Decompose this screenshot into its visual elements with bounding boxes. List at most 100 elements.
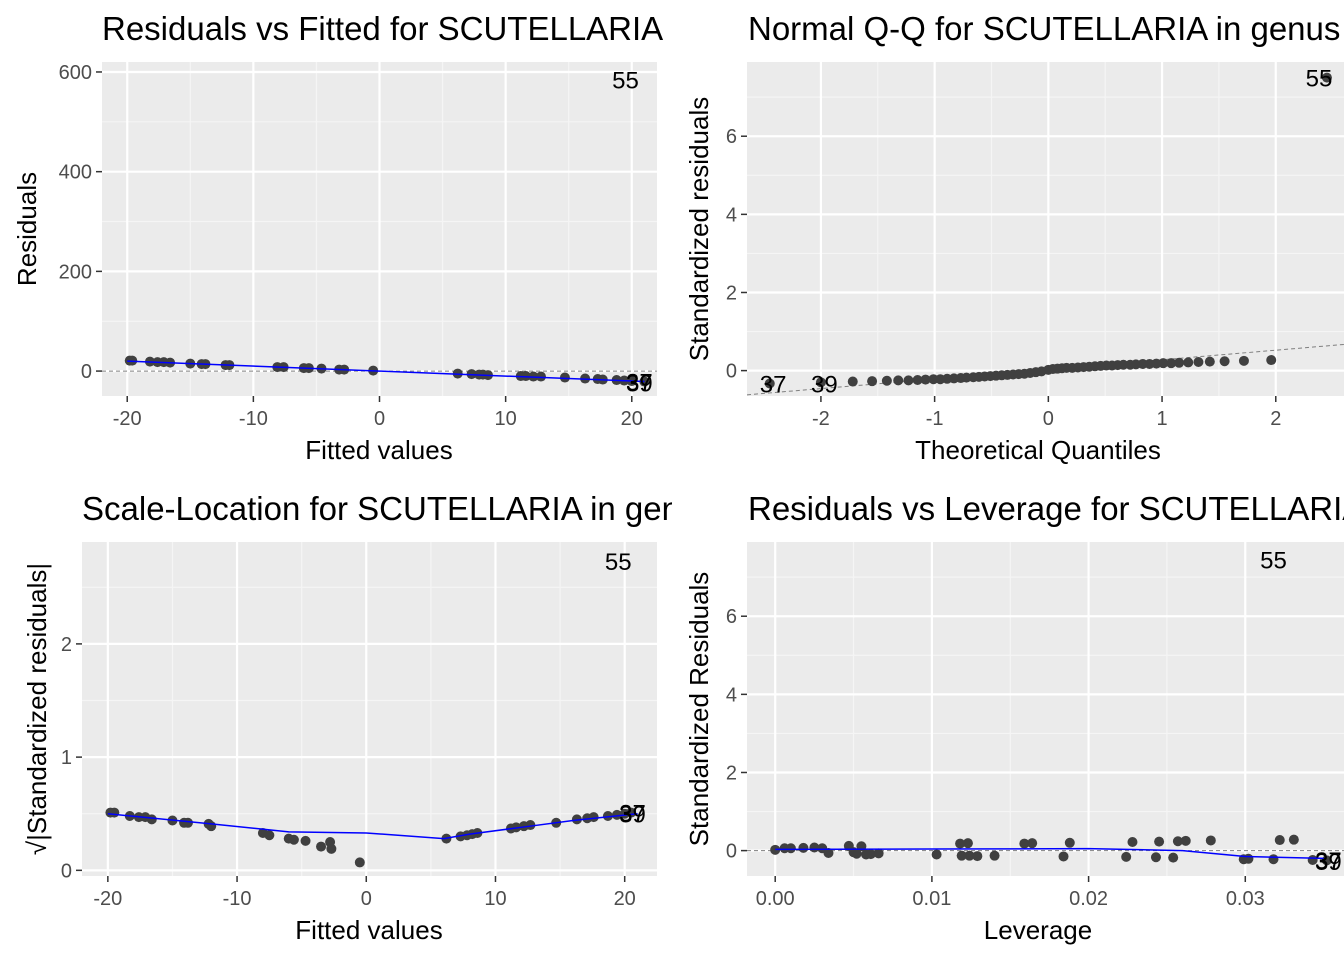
x-tick-label: -20 [113,408,142,430]
data-point [588,812,599,823]
x-tick-label: -2 [812,408,830,430]
y-axis-title: √|Standardized residuals| [22,563,52,855]
data-point [1027,838,1038,849]
data-point [785,843,796,854]
data-point [109,807,120,818]
data-point [1219,356,1230,367]
data-point [764,378,775,389]
y-tick-label: 6 [726,126,737,148]
data-point [865,849,876,860]
y-tick-label: 600 [59,62,92,84]
y-tick-label: 4 [726,204,737,226]
panel-title: Normal Q-Q for SCUTELLARIA in genus mode… [748,10,1344,47]
data-point [559,372,570,383]
data-point [1288,834,1299,845]
panel-title: Residuals vs Leverage for SCUTELLARIA in… [748,490,1344,527]
data-point [1243,853,1254,864]
x-tick-label: 20 [621,408,643,430]
data-point [1058,851,1069,862]
x-tick-label: -10 [239,408,268,430]
point-label: 37 [619,801,646,828]
gridlines [82,542,657,876]
x-tick-label: 0 [374,408,385,430]
qq-reference-line [747,343,1344,396]
data-point [182,817,193,828]
data-point [920,374,931,385]
x-tick-label: 0.00 [756,888,795,910]
data-point [264,830,275,841]
y-tick-label: 4 [726,684,737,706]
x-tick-label: 10 [495,408,517,430]
smooth-line [107,812,638,840]
x-axis-title: Fitted values [305,435,452,465]
x-tick-label: -20 [93,888,122,910]
data-point [815,377,826,388]
data-point [798,842,809,853]
x-axis-title: Leverage [984,915,1092,945]
data-point [1204,356,1215,367]
data-point [956,850,967,861]
axis-ticks: 0.00 0.01 0.02 0.03 0 2 4 6 [726,606,1265,910]
data-point [903,375,914,386]
data-point [146,814,157,825]
y-tick-label: 2 [61,634,72,656]
x-tick-label: 2 [1270,408,1281,430]
point-label: 55 [605,549,632,576]
data-point [989,850,1000,861]
data-point [1127,837,1138,848]
data-point [1172,836,1183,847]
data-point [535,371,546,382]
y-axis-title: Residuals [12,172,42,286]
data-point [326,843,337,854]
data-point [823,847,834,858]
data-point [931,849,942,860]
x-tick-label: 0 [1043,408,1054,430]
y-tick-label: 0 [81,361,92,383]
smooth-line [775,847,1324,860]
x-tick-label: 0.02 [1069,888,1108,910]
gridlines [102,62,657,396]
data-point [1150,852,1161,863]
data-point [525,820,536,831]
data-point [972,851,983,862]
y-axis-title: Standardized Residuals [684,572,714,847]
data-point [873,848,884,859]
x-tick-label: 0 [361,888,372,910]
point-label: 39 [1315,849,1342,876]
data-point [1238,355,1249,366]
normal-qq-panel: 55 37 39 -2 -1 0 1 2 0 2 4 6 Normal Q-Q for SCUTEL… [684,10,1344,465]
data-point [1274,835,1285,846]
x-tick-label: -1 [926,408,944,430]
data-point [867,376,878,387]
x-tick-label: 0.03 [1226,888,1265,910]
x-tick-label: 0.01 [912,888,951,910]
axis-ticks: -20 -10 0 10 20 0 1 2 [61,634,636,910]
panel-title: Scale-Location for SCUTELLARIA in genus … [82,490,814,527]
x-tick-label: 20 [614,888,636,910]
y-tick-label: 0 [726,361,737,383]
smooth-line [127,360,645,383]
data-point [847,376,858,387]
data-point [1168,852,1179,863]
y-tick-label: 400 [59,162,92,184]
data-point [354,857,365,868]
data-point [1166,358,1177,369]
data-point [1019,838,1030,849]
data-point [300,835,311,846]
data-point [1321,855,1332,866]
data-point [1154,836,1165,847]
point-label: 55 [1260,548,1287,575]
data-point [1158,358,1169,369]
x-axis-title: Fitted values [295,915,442,945]
data-point [912,374,923,385]
y-tick-label: 1 [61,747,72,769]
data-point [1321,72,1332,83]
x-axis-title: Theoretical Quantiles [915,435,1161,465]
data-point [1183,357,1194,368]
